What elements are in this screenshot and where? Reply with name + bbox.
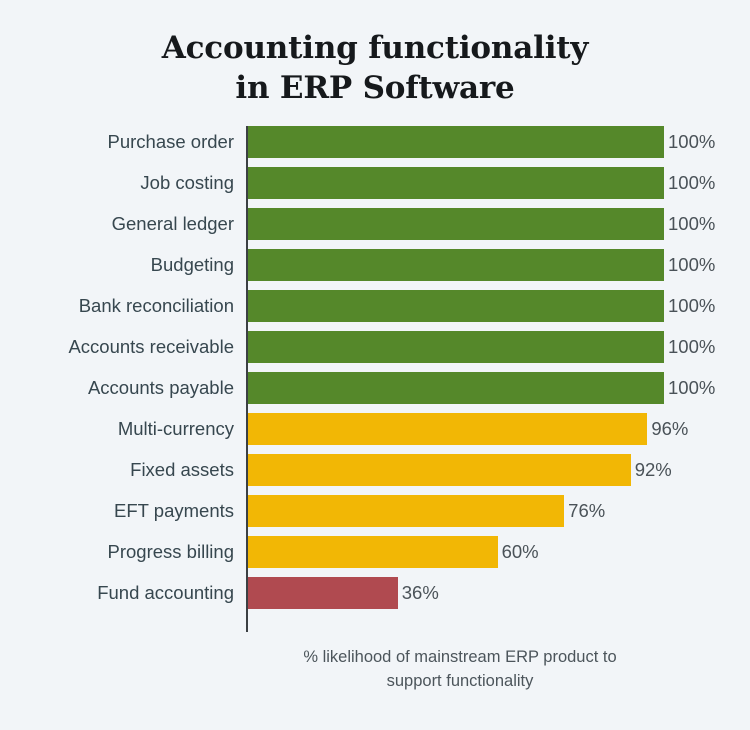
- category-label: Job costing: [140, 172, 234, 193]
- category-label: Fixed assets: [130, 459, 234, 480]
- bar-value-label: 100%: [668, 377, 716, 398]
- bar-track: 100%: [248, 208, 728, 240]
- bar-value-label: 100%: [668, 295, 716, 316]
- category-label: General ledger: [111, 213, 234, 234]
- bar-track: 100%: [248, 167, 728, 199]
- category-label: Progress billing: [107, 541, 234, 562]
- bar-track: 100%: [248, 126, 728, 158]
- bar-track: 60%: [248, 536, 728, 568]
- bar-value-label: 96%: [651, 418, 689, 439]
- bar: [248, 495, 565, 527]
- category-label: Bank reconciliation: [78, 295, 234, 316]
- bar-value-label: 100%: [668, 254, 716, 275]
- bar-track: 100%: [248, 249, 728, 281]
- bar-row: Job costing 100%: [0, 167, 750, 208]
- bar: [248, 331, 664, 363]
- bar-track: 92%: [248, 454, 728, 486]
- chart-title: Accounting functionality in ERP Software: [0, 28, 750, 108]
- bar-track: 100%: [248, 290, 728, 322]
- bar-row: Fixed assets 92%: [0, 454, 750, 495]
- bar-value-label: 100%: [668, 336, 716, 357]
- category-label: Multi-currency: [117, 418, 234, 439]
- bar-track: 96%: [248, 413, 728, 445]
- chart-caption-line-2: support functionality: [386, 672, 534, 690]
- bar-value-label: 36%: [401, 582, 439, 603]
- chart-caption-line-1: % likelihood of mainstream ERP product t…: [303, 648, 617, 666]
- bar-row: Progress billing 60%: [0, 536, 750, 577]
- bar: [248, 290, 664, 322]
- category-label: Accounts receivable: [68, 336, 234, 357]
- bar-value-label: 100%: [668, 213, 716, 234]
- value-axis-line: [246, 126, 248, 632]
- bar: [248, 577, 398, 609]
- bar-row: Purchase order 100%: [0, 126, 750, 167]
- bar-row: Budgeting 100%: [0, 249, 750, 290]
- chart-title-line-2: in ERP Software: [235, 70, 515, 106]
- category-label: Purchase order: [107, 131, 234, 152]
- bar: [248, 536, 498, 568]
- bar-value-label: 92%: [634, 459, 672, 480]
- bar-track: 100%: [248, 331, 728, 363]
- bar-row: Fund accounting 36%: [0, 577, 750, 618]
- bar-row: Accounts receivable 100%: [0, 331, 750, 372]
- chart-title-line-1: Accounting functionality: [161, 30, 589, 66]
- bar-row: Accounts payable 100%: [0, 372, 750, 413]
- bar-value-label: 60%: [501, 541, 539, 562]
- bar-row: EFT payments 76%: [0, 495, 750, 536]
- bar-row: Multi-currency 96%: [0, 413, 750, 454]
- bar: [248, 249, 664, 281]
- chart-caption: % likelihood of mainstream ERP product t…: [190, 645, 730, 693]
- bar-track: 100%: [248, 372, 728, 404]
- bar-row: General ledger 100%: [0, 208, 750, 249]
- bar-row: Bank reconciliation 100%: [0, 290, 750, 331]
- bar-value-label: 76%: [568, 500, 606, 521]
- category-label: Accounts payable: [87, 377, 234, 398]
- bar: [248, 372, 664, 404]
- bar: [248, 167, 664, 199]
- category-label: Fund accounting: [97, 582, 234, 603]
- category-label: Budgeting: [150, 254, 234, 275]
- bar-row-list: Purchase order 100% Job costing 100% General…: [0, 126, 750, 618]
- category-label: EFT payments: [114, 500, 234, 521]
- bar-value-label: 100%: [668, 131, 716, 152]
- bar: [248, 126, 664, 158]
- bar: [248, 208, 664, 240]
- bar-value-label: 100%: [668, 172, 716, 193]
- bar-track: 36%: [248, 577, 728, 609]
- plot-area: Purchase order 100% Job costing 100% General…: [0, 126, 750, 632]
- bar: [248, 454, 631, 486]
- bar: [248, 413, 648, 445]
- bar-track: 76%: [248, 495, 728, 527]
